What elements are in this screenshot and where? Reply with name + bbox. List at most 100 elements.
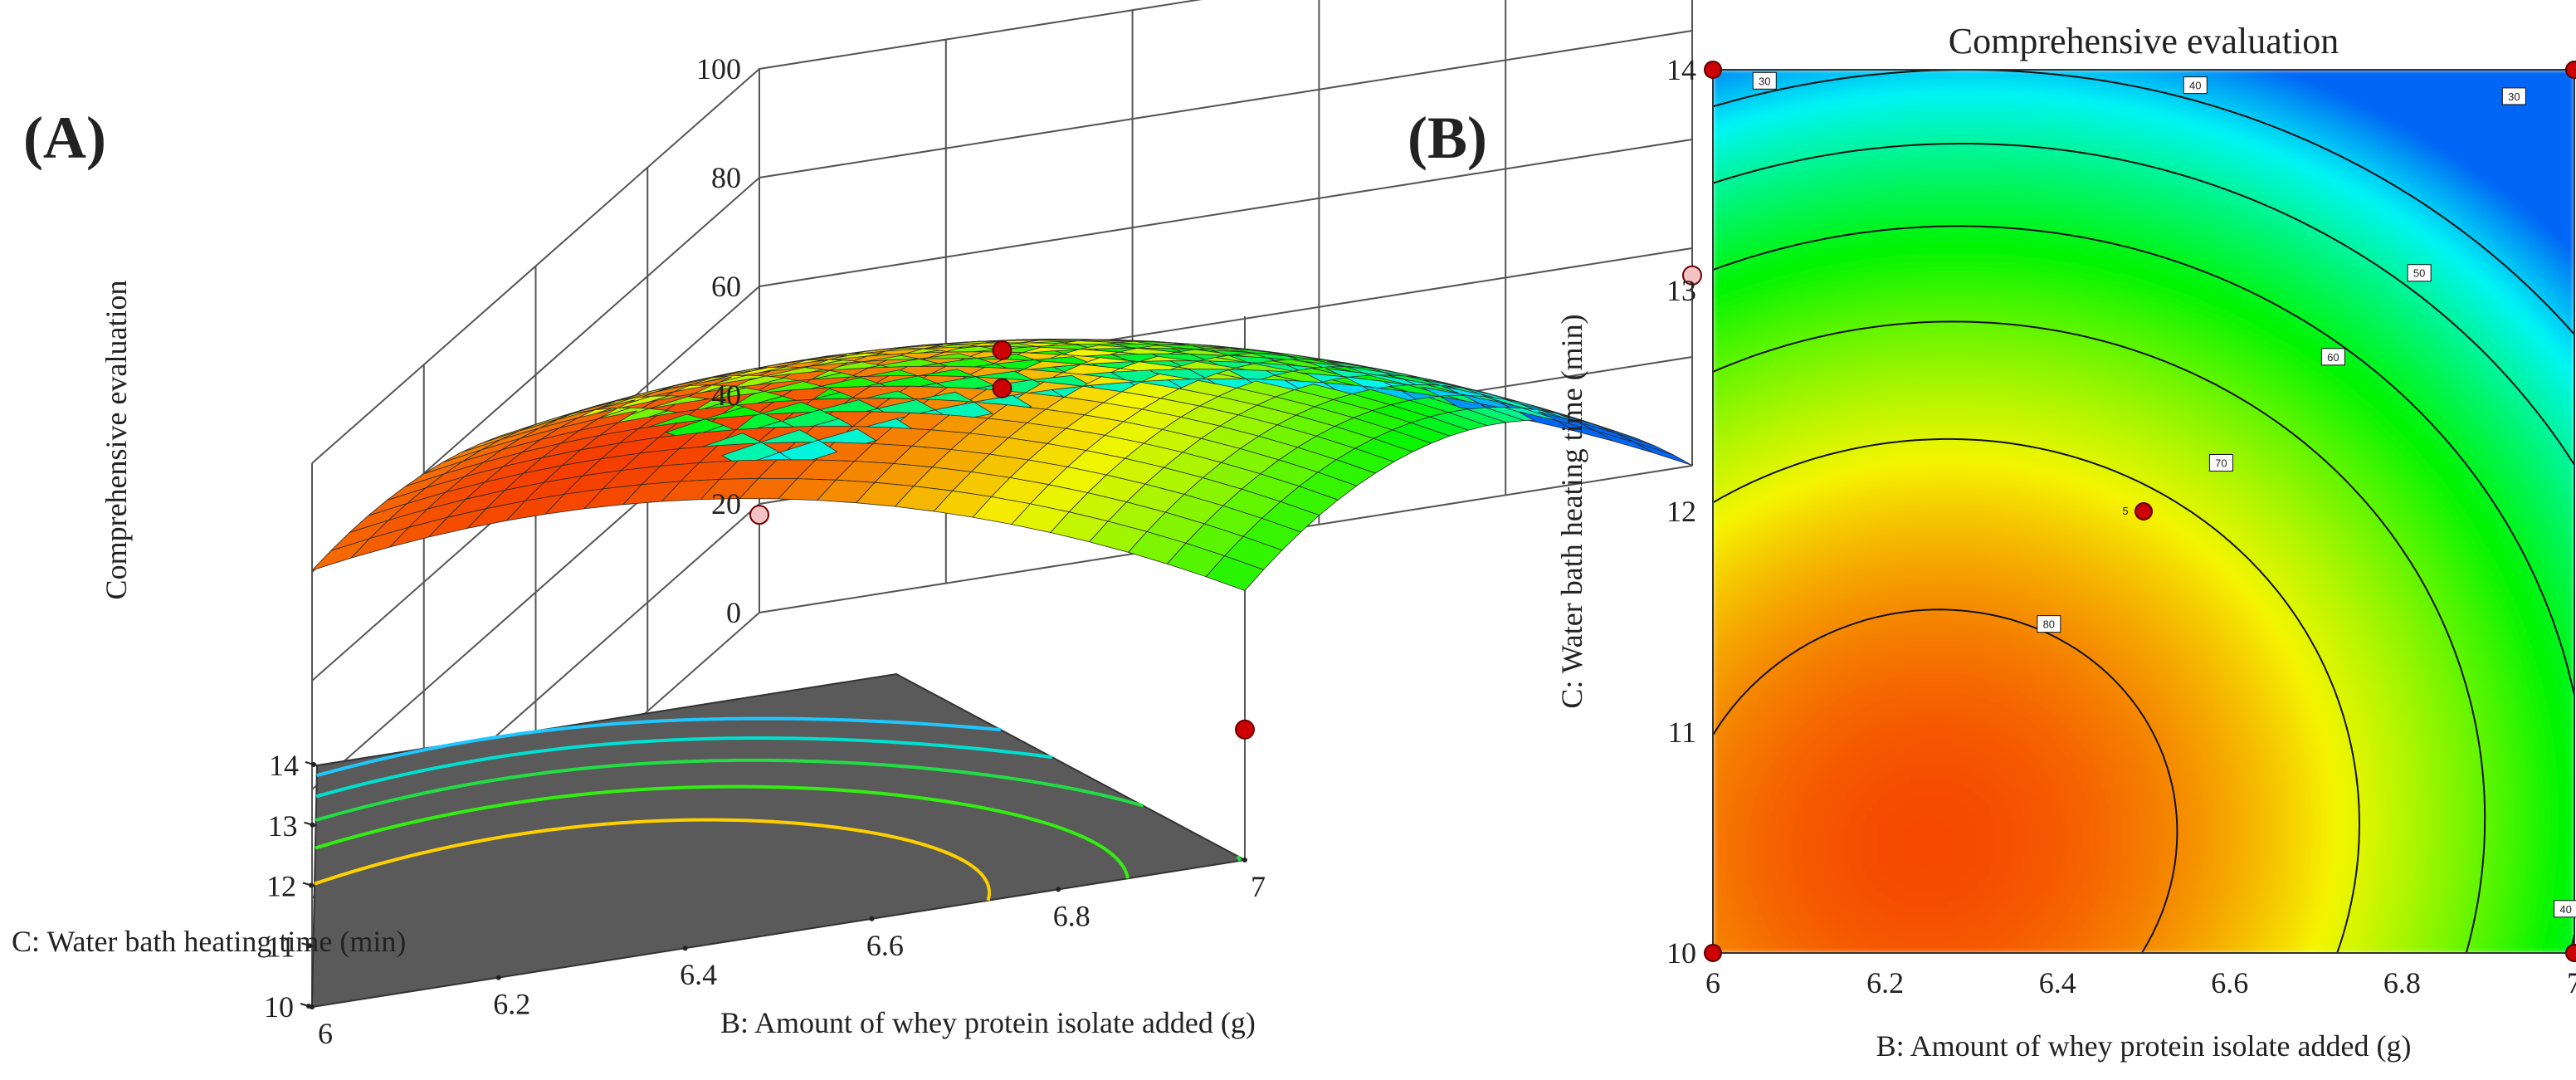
a-floor <box>310 672 1248 1009</box>
b-contour-label-text: 40 <box>2189 80 2201 92</box>
b-contour-label-text: 60 <box>2327 351 2339 364</box>
b-y-tick-label: 12 <box>1666 495 1696 528</box>
a-x-axis-title: B: Amount of whey protein isolate added … <box>720 1006 1256 1039</box>
b-design-point <box>1704 944 1722 962</box>
a-surface-patch <box>1634 442 1693 466</box>
b-contour-label-box <box>2320 348 2345 366</box>
b-y-axis-title: C: Water bath heating time (min) <box>1555 314 1588 708</box>
a-y-tick-dot <box>309 882 314 888</box>
b-contour-label: 60 <box>2320 348 2345 366</box>
a-x-tick-label: 6.8 <box>1053 899 1090 932</box>
a-x-tick-dot <box>310 1004 315 1009</box>
panel-label-a: (A) <box>23 105 106 171</box>
a-z-tick-label: 20 <box>711 487 741 520</box>
b-contour-label-text: 50 <box>2413 267 2425 280</box>
b-contour-label: 70 <box>2208 453 2233 472</box>
a-design-point <box>749 505 769 525</box>
a-z-tick-label: 100 <box>696 52 741 86</box>
b-x-tick-label: 6.8 <box>2383 966 2421 999</box>
b-contour-label: 80 <box>2037 615 2061 633</box>
b-contour-label: 30 <box>2501 87 2526 105</box>
b-contour-label-box <box>2554 900 2576 918</box>
a-y-tick-label: 10 <box>264 990 294 1024</box>
a-y-tick-label: 12 <box>266 870 296 903</box>
b-contour-label: 40 <box>2554 900 2576 918</box>
b-center-point <box>2134 502 2153 520</box>
a-floor-contour-40 <box>315 736 1053 799</box>
b-contour-label-box <box>2183 76 2208 95</box>
a-design-points <box>749 265 1702 740</box>
b-contour-label-box <box>2208 453 2233 472</box>
a-y-tick-dot <box>310 822 315 828</box>
b-x-axis-title: B: Amount of whey protein isolate added … <box>1876 1029 2412 1063</box>
b-contour-70 <box>1713 437 2360 953</box>
b-tick-labels: 6 6.2 6.4 6.6 6.8 7 10 11 12 13 14 <box>1666 53 2576 999</box>
a-y-tick-label: 13 <box>268 809 298 843</box>
a-response-surface <box>311 338 1693 591</box>
a-design-point <box>992 340 1012 360</box>
a-floor-contour-60 <box>315 784 1129 879</box>
b-x-tick-label: 6.6 <box>2211 966 2248 999</box>
b-contour-80 <box>1713 608 2178 953</box>
b-contour-label-text: 40 <box>2559 903 2571 916</box>
b-center-point-label: 5 <box>2122 505 2128 517</box>
b-design-point <box>2565 61 2576 79</box>
panel-b-contour-plot: 30 40 30 50 60 70 80 40 5 6 6.2 6.4 6.6 6.8 7 10 11 12 1… <box>1666 53 2576 999</box>
a-y-axis-title: C: Water bath heating time (min) <box>12 925 406 958</box>
b-y-tick-label: 14 <box>1666 53 1696 86</box>
a-x-tick-label: 7 <box>1251 870 1266 903</box>
a-x-tick-dot <box>1242 858 1247 863</box>
b-contour-label: 50 <box>2407 264 2432 282</box>
a-x-tick-dot <box>1056 887 1061 892</box>
a-z-tick-label: 80 <box>711 161 741 194</box>
b-y-tick-label: 11 <box>1667 716 1696 749</box>
a-design-point <box>992 378 1012 398</box>
b-x-tick-label: 7 <box>2567 966 2576 999</box>
b-x-tick-label: 6 <box>1705 966 1720 999</box>
a-y-tick-dot <box>311 762 316 767</box>
b-contour-50 <box>1713 225 2574 953</box>
b-contour-label-box <box>2037 615 2061 633</box>
b-x-tick-label: 6.4 <box>2039 966 2076 999</box>
a-floor-plane <box>310 672 1248 1009</box>
b-plot-frame <box>1712 69 2575 954</box>
b-contour-label-text: 80 <box>2043 618 2055 631</box>
b-contour-label-text: 70 <box>2215 457 2227 469</box>
a-y-tick-label: 14 <box>269 749 299 782</box>
b-y-tick-label: 10 <box>1666 936 1696 970</box>
a-x-tick-dot <box>495 975 501 980</box>
b-y-tick-label: 13 <box>1666 274 1696 307</box>
b-design-point <box>1704 61 1722 79</box>
a-x-tick-dot <box>869 916 875 921</box>
a-x-tick-dot <box>682 946 688 951</box>
a-x-tick-label: 6 <box>318 1017 333 1050</box>
a-z-axis-title: Comprehensive evaluation <box>100 281 133 600</box>
b-contour-label: 30 <box>1752 71 1777 90</box>
a-z-tick-label: 60 <box>711 270 741 303</box>
b-contour-lines <box>1713 70 2574 953</box>
b-design-points: 5 <box>1704 61 2576 962</box>
a-surface-patch <box>1205 555 1265 591</box>
a-floor-contour-70 <box>314 818 992 902</box>
b-x-tick-label: 6.2 <box>1866 966 1904 999</box>
b-contour-labels: 30 40 30 50 60 70 80 40 <box>1752 71 2576 918</box>
b-contour-40 <box>1713 143 2574 466</box>
panel-a-3d-surface: 0 20 40 60 80 100 10 11 12 13 14 6 6.2 6.4 6.6 6.8 7 <box>264 0 1702 1050</box>
a-x-tick-label: 6.2 <box>493 988 530 1021</box>
b-contour-label-text: 30 <box>2508 90 2520 103</box>
a-design-point <box>1682 265 1702 286</box>
a-tick-labels: 0 20 40 60 80 100 10 11 12 13 14 6 6.2 6.4 6.6 6.8 7 <box>264 52 1266 1050</box>
a-z-tick-label: 40 <box>711 379 741 412</box>
a-y-tick-label: 11 <box>266 930 295 963</box>
a-floor-contour-50 <box>315 758 1242 862</box>
b-contour-label-text: 30 <box>1759 75 1770 87</box>
a-design-point <box>1235 719 1255 740</box>
a-x-tick-label: 6.4 <box>680 958 717 991</box>
a-floor-contour-30 <box>316 716 1001 778</box>
b-contour-label-box <box>2501 87 2526 105</box>
a-z-tick-label: 0 <box>726 596 741 629</box>
b-contour-label-box <box>2407 264 2432 282</box>
b-chart-title: Comprehensive evaluation <box>1949 21 2339 61</box>
a-y-tick-dot <box>307 943 313 949</box>
